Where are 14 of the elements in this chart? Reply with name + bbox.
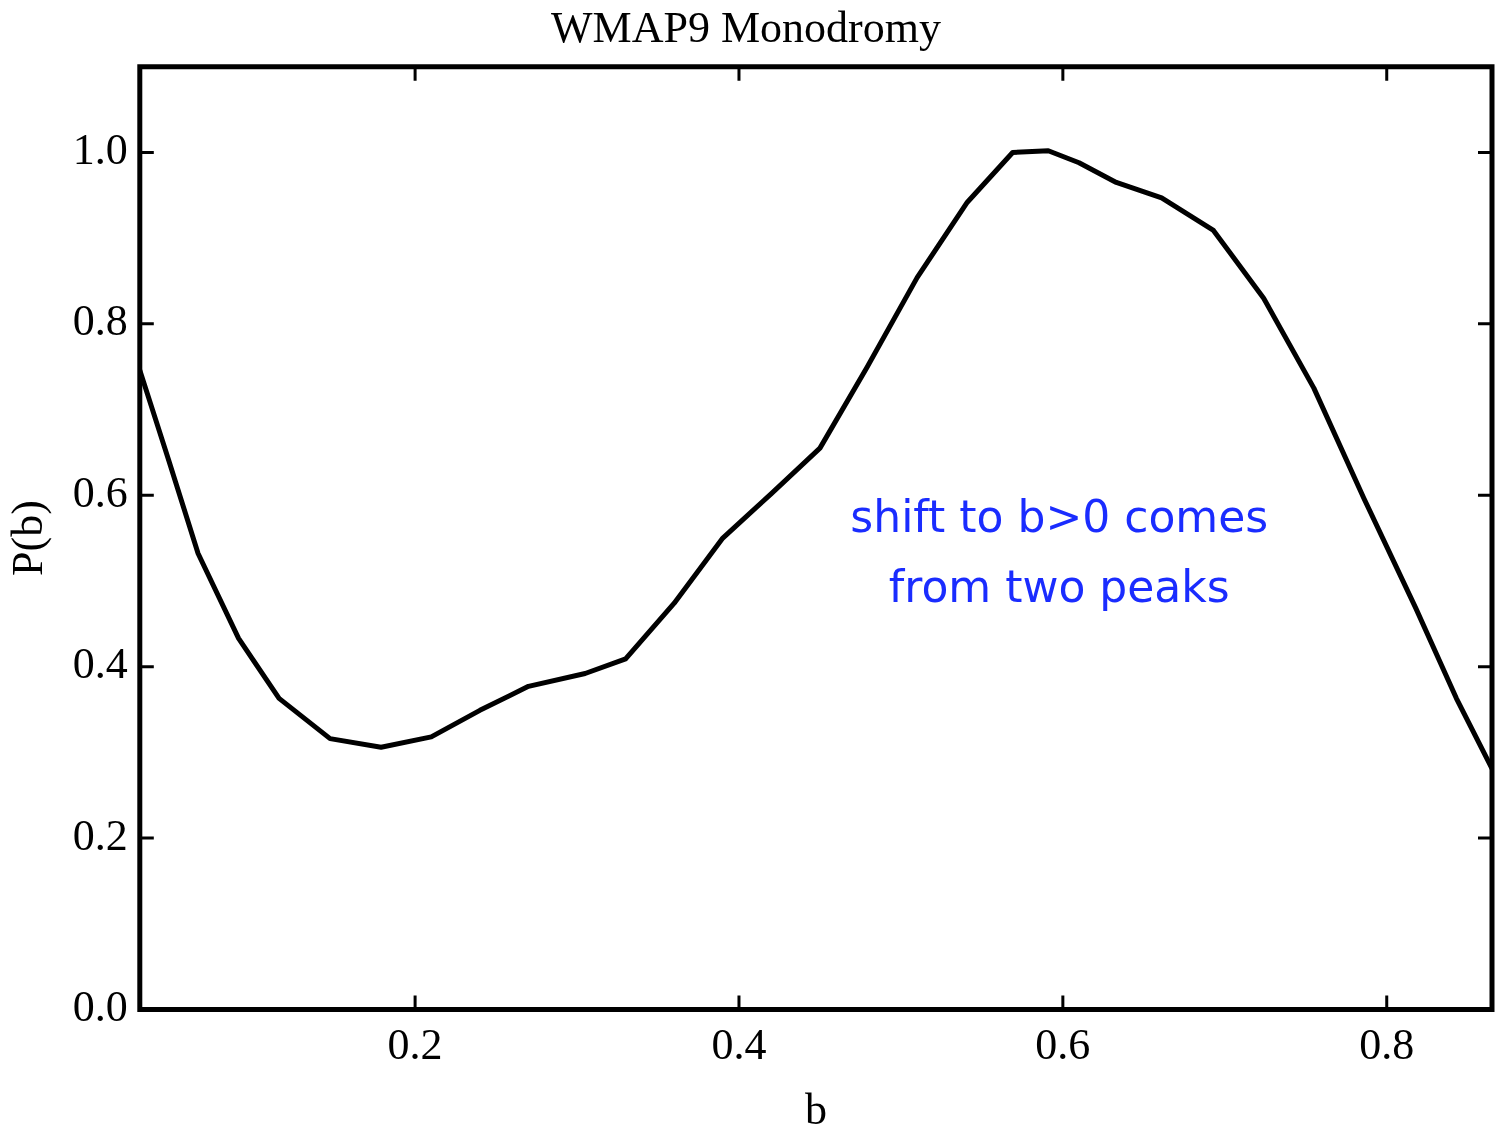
annotation: shift to b>0 comes from two peaks — [849, 489, 1270, 614]
y-axis-title: P(b) — [2, 500, 52, 576]
chart-title: WMAP9 Monodromy — [551, 2, 941, 52]
x-tick-label: 0.8 — [1359, 1020, 1415, 1070]
x-axis-title: b — [804, 1085, 827, 1135]
x-tick-label: 0.4 — [711, 1020, 767, 1070]
y-tick-label: 0.2 — [72, 810, 128, 860]
y-tick-label: 0.4 — [72, 639, 128, 689]
y-tick-label: 0.0 — [72, 981, 128, 1031]
y-tick-label: 1.0 — [72, 125, 128, 175]
x-tick-label: 0.6 — [1035, 1020, 1091, 1070]
x-tick-label: 0.2 — [387, 1020, 443, 1070]
y-tick-label: 0.8 — [72, 296, 128, 346]
y-tick-label: 0.6 — [72, 467, 128, 517]
